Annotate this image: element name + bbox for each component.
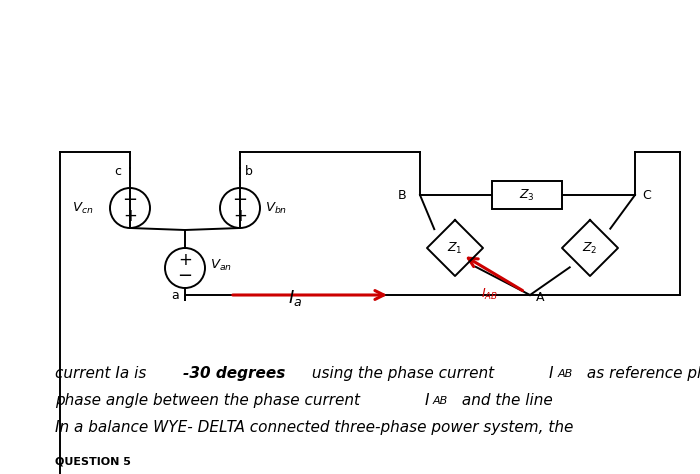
- Text: $Z_1$: $Z_1$: [447, 240, 463, 255]
- Text: $V_{an}$: $V_{an}$: [210, 257, 232, 273]
- Text: c: c: [114, 165, 121, 178]
- Text: -30 degrees: -30 degrees: [183, 366, 286, 381]
- Text: current Ia is: current Ia is: [55, 366, 151, 381]
- Text: $I_{AB}$: $I_{AB}$: [482, 287, 498, 302]
- Text: as reference phasor.: as reference phasor.: [582, 366, 700, 381]
- Text: A: A: [536, 291, 545, 304]
- Text: QUESTION 5: QUESTION 5: [55, 457, 131, 467]
- Text: C: C: [642, 189, 651, 201]
- Text: +: +: [178, 251, 192, 269]
- Text: I: I: [549, 366, 554, 381]
- Text: +: +: [233, 208, 247, 226]
- Text: and the line: and the line: [457, 393, 553, 408]
- Text: I: I: [425, 393, 430, 408]
- Text: a: a: [171, 289, 178, 302]
- Text: b: b: [245, 165, 253, 178]
- Bar: [492, 181, 562, 209]
- Text: B: B: [398, 189, 407, 201]
- Text: +: +: [123, 208, 137, 226]
- Text: −: −: [177, 267, 192, 285]
- Text: $Z_3$: $Z_3$: [519, 187, 535, 202]
- Text: $V_{bn}$: $V_{bn}$: [265, 201, 287, 216]
- Text: phase angle between the phase current: phase angle between the phase current: [55, 393, 365, 408]
- Text: using the phase current: using the phase current: [307, 366, 499, 381]
- Text: AB: AB: [558, 369, 573, 379]
- Text: $V_{cn}$: $V_{cn}$: [72, 201, 93, 216]
- Text: In a balance WYE- DELTA connected three-phase power system, the: In a balance WYE- DELTA connected three-…: [55, 420, 573, 435]
- Text: $I_a$: $I_a$: [288, 288, 302, 308]
- Text: −: −: [122, 191, 138, 209]
- Text: −: −: [232, 191, 248, 209]
- Text: $Z_2$: $Z_2$: [582, 240, 598, 255]
- Text: AB: AB: [433, 396, 448, 406]
